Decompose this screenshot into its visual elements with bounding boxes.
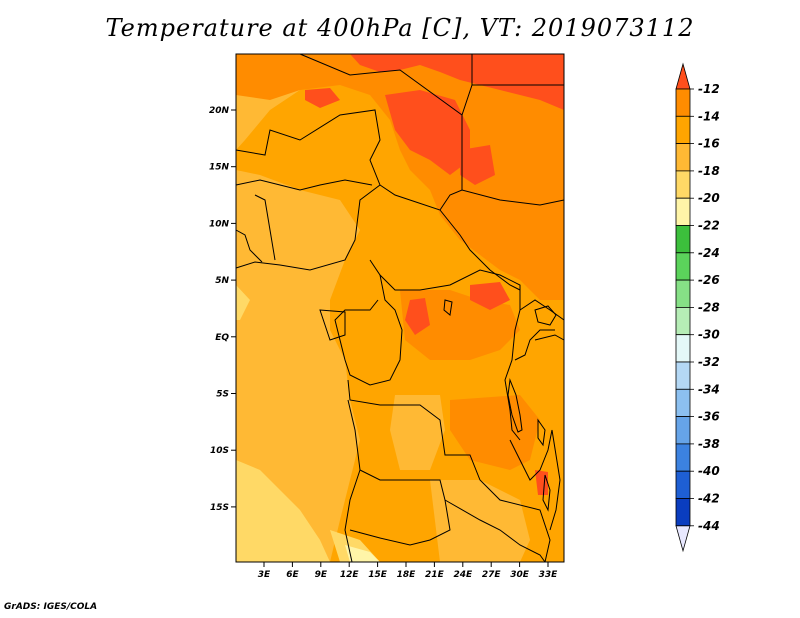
colorbar-label: -16 (698, 137, 720, 151)
colorbar-legend: -12 -14 -16 -18 -20 -22 -24 -26 -28 -30 -32 -34 -36 -… (675, 62, 720, 553)
y-tick-label: 15S (210, 503, 229, 513)
y-tick-label: 5N (215, 276, 229, 286)
lakes (443, 299, 557, 512)
x-tick-label: 30E (510, 570, 530, 580)
map-panel (235, 53, 565, 563)
x-tick-label: 18E (397, 570, 417, 580)
colorbar-box (675, 416, 691, 445)
x-tick-label: 15E (368, 570, 388, 580)
colorbar-box (675, 143, 691, 172)
y-tick-label: 15N (209, 163, 230, 173)
x-tick-label: 33E (539, 570, 559, 580)
colorbar-label: -22 (698, 219, 720, 233)
colorbar-box (675, 279, 691, 308)
map-frame (235, 53, 565, 563)
x-tick-label: 9E (315, 570, 328, 580)
x-axis: 3E 6E 9E 12E 15E 18E 21E 24E 27E 30E 33E (258, 562, 558, 580)
colorbar-label: -28 (698, 300, 720, 314)
colorbar-label: -24 (698, 246, 720, 260)
x-tick-label: 3E (258, 570, 271, 580)
colorbar-label: -30 (698, 328, 720, 342)
colorbar-label: -18 (698, 164, 720, 178)
colorbar-label: -14 (698, 109, 720, 123)
colorbar-box (675, 252, 691, 281)
colorbar-label: -20 (698, 191, 720, 205)
colorbar-label: -38 (698, 437, 720, 451)
colorbar-box (675, 334, 691, 363)
y-tick-label: 5S (216, 390, 229, 400)
colorbar-label: -32 (698, 355, 720, 369)
x-tick-label: 6E (286, 570, 299, 580)
y-axis: 20N 15N 10N 5N EQ 5S 10S 15S (209, 106, 236, 513)
temperature-field-band-18 (236, 54, 530, 562)
colorbar-top-arrow (675, 62, 691, 90)
colorbar-box (675, 88, 691, 117)
temperature-field-band-12 (305, 54, 564, 495)
colorbar-label: -12 (698, 82, 720, 96)
colorbar-label: -42 (698, 492, 720, 506)
colorbar-box (675, 498, 691, 527)
colorbar-box (675, 225, 691, 254)
colorbar-label: -44 (698, 519, 720, 533)
colorbar-label: -26 (698, 273, 720, 287)
y-tick-label: 20N (209, 106, 230, 116)
y-tick-label: 10S (210, 446, 229, 456)
colorbar-box (675, 388, 691, 417)
x-tick-label: 12E (340, 570, 360, 580)
colorbar-bottom-arrow (675, 525, 691, 553)
grads-credit: GrADS: IGES/COLA (4, 602, 98, 612)
y-tick-label: 10N (209, 219, 230, 229)
colorbar-box (675, 361, 691, 390)
y-tick-label: EQ (215, 333, 229, 343)
colorbar-label: -40 (698, 464, 720, 478)
x-tick-label: 27E (482, 570, 502, 580)
colorbar-label: -36 (698, 410, 720, 424)
colorbar-label: -34 (698, 382, 720, 396)
temperature-field-band-20 (236, 285, 380, 562)
colorbar-box (675, 470, 691, 499)
colorbar-box (675, 443, 691, 472)
x-tick-label: 21E (425, 570, 445, 580)
x-tick-label: 24E (453, 570, 473, 580)
temperature-field-band-22 (345, 545, 380, 562)
colorbar-box (675, 170, 691, 199)
colorbar-box (675, 306, 691, 336)
map-title: Temperature at 400hPa [C], VT: 201907311… (105, 14, 695, 42)
colorbar-box (675, 115, 691, 145)
country-borders (235, 53, 565, 563)
colorbar-box (675, 197, 691, 226)
